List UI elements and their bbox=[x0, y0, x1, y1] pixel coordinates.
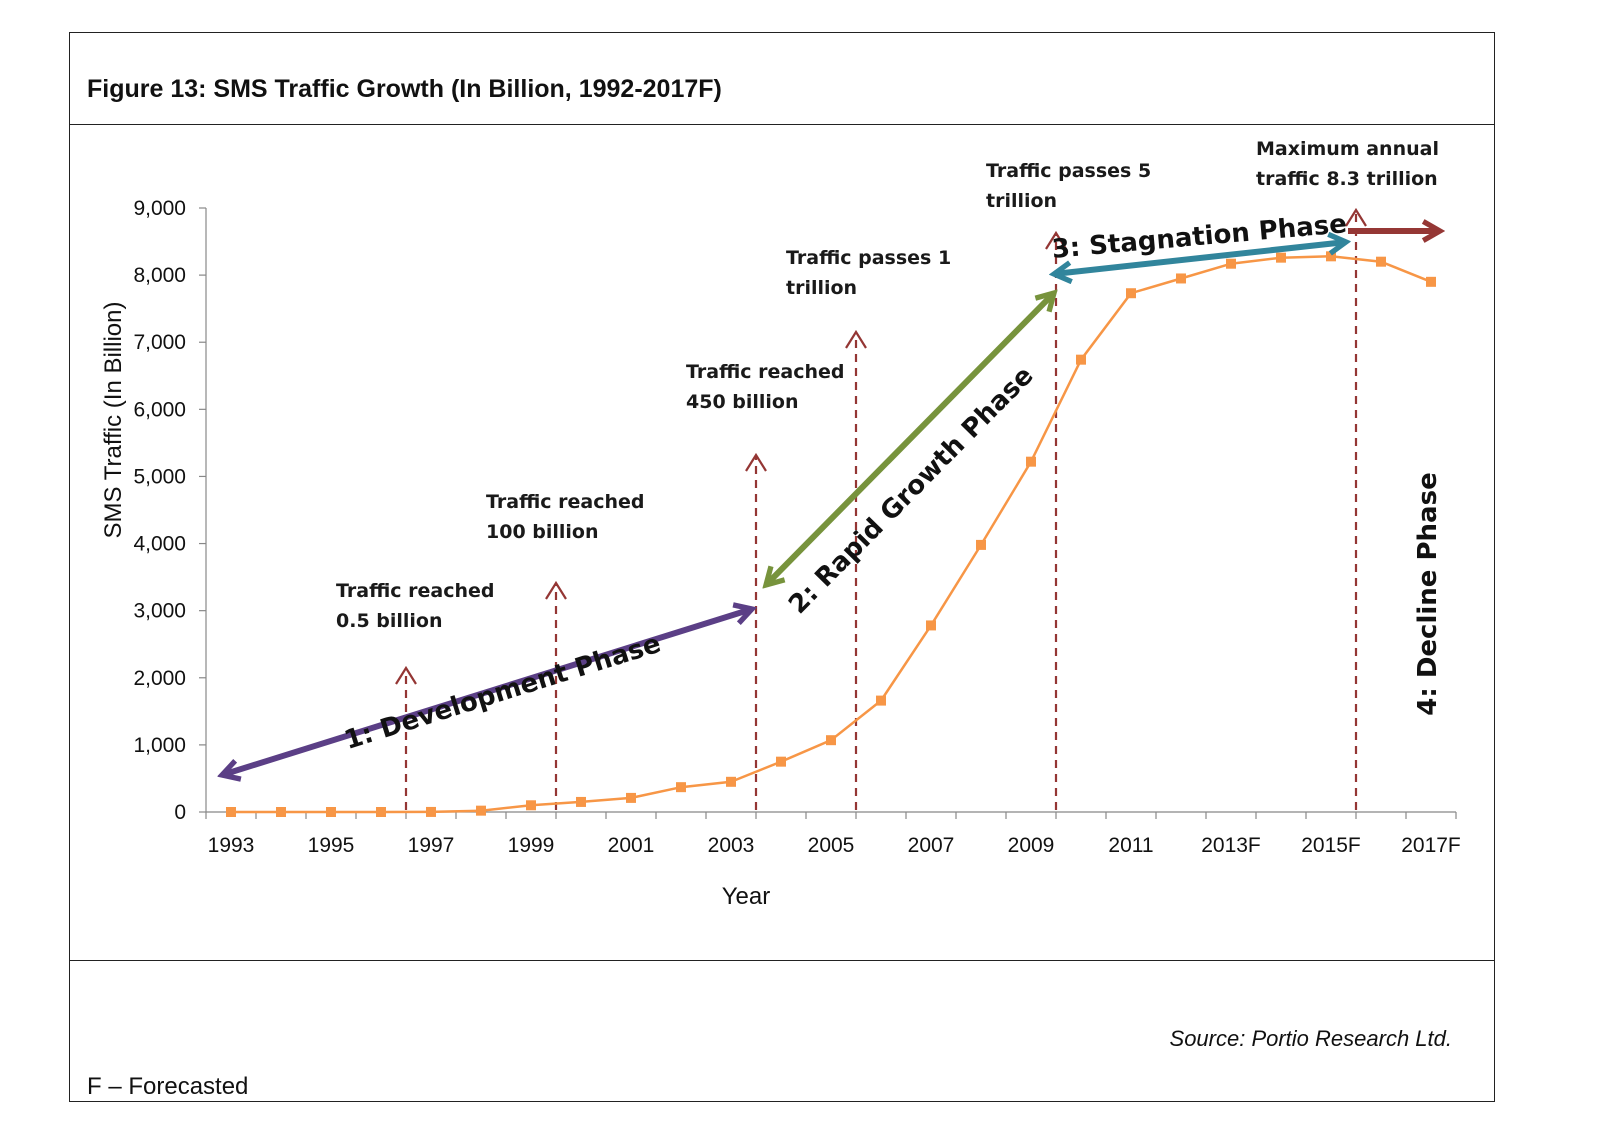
y-tick-label: 3,000 bbox=[133, 600, 186, 623]
data-point bbox=[426, 806, 436, 817]
decline-phase-label: 4: Decline Phase bbox=[1413, 472, 1443, 715]
x-tick-label: 2009 bbox=[1008, 834, 1055, 857]
data-point bbox=[1126, 288, 1136, 299]
data-point bbox=[1026, 456, 1036, 467]
x-tick-label: 2001 bbox=[608, 834, 655, 857]
x-tick-label: 1995 bbox=[308, 834, 355, 857]
y-tick-label: 8,000 bbox=[133, 264, 186, 287]
data-point bbox=[626, 792, 636, 803]
x-axis-title: Year bbox=[722, 883, 771, 910]
data-point bbox=[776, 756, 786, 767]
milestone-label: Traffic passes 1 bbox=[786, 247, 951, 269]
development-phase-arrow bbox=[222, 609, 752, 775]
milestone-label: 450 billion bbox=[686, 391, 799, 413]
milestone-label: 100 billion bbox=[486, 521, 599, 543]
data-point bbox=[476, 805, 486, 816]
data-point bbox=[276, 807, 286, 817]
x-tick-label: 1997 bbox=[408, 834, 455, 857]
data-point bbox=[1426, 276, 1436, 287]
y-tick-label: 6,000 bbox=[133, 398, 186, 421]
y-tick-label: 2,000 bbox=[133, 667, 186, 690]
data-point bbox=[1176, 273, 1186, 284]
title-divider bbox=[70, 124, 1494, 125]
milestone-label: 0.5 billion bbox=[336, 610, 443, 632]
milestone-label: Traffic reached bbox=[486, 491, 645, 513]
x-tick-label: 2013F bbox=[1201, 834, 1261, 857]
y-tick-label: 7,000 bbox=[133, 331, 186, 354]
milestone-arrowhead bbox=[1345, 207, 1367, 227]
data-point bbox=[826, 735, 836, 746]
milestone-label: Traffic reached bbox=[686, 361, 845, 383]
data-point bbox=[676, 782, 686, 793]
x-tick-label: 2011 bbox=[1108, 834, 1153, 857]
rapid-growth-phase-label: 2: Rapid Growth Phase bbox=[783, 361, 1039, 620]
data-point bbox=[526, 800, 536, 811]
y-axis-title: SMS Traffic (In Billion) bbox=[100, 302, 127, 539]
data-point bbox=[326, 807, 336, 817]
footnote: F – Forecasted bbox=[87, 1073, 249, 1100]
data-point bbox=[226, 807, 236, 817]
data-point bbox=[976, 539, 986, 550]
milestone-label: traffic 8.3 trillion bbox=[1256, 168, 1438, 190]
x-tick-label: 2005 bbox=[808, 834, 855, 857]
data-point bbox=[1076, 354, 1086, 365]
data-point bbox=[376, 807, 386, 817]
data-point bbox=[1326, 251, 1336, 262]
x-tick-label: 2017F bbox=[1401, 834, 1461, 857]
data-point bbox=[576, 796, 586, 807]
y-tick-label: 1,000 bbox=[133, 734, 186, 757]
x-tick-label: 1993 bbox=[208, 834, 255, 857]
data-point bbox=[926, 620, 936, 631]
y-tick-label: 9,000 bbox=[133, 197, 186, 220]
development-phase-label: 1: Development Phase bbox=[341, 629, 665, 756]
figure-frame: Figure 13: SMS Traffic Growth (In Billio… bbox=[69, 32, 1495, 1102]
x-tick-label: 2007 bbox=[908, 834, 955, 857]
milestone-label: trillion bbox=[786, 277, 857, 299]
data-point bbox=[1226, 258, 1236, 269]
milestone-label: Traffic reached bbox=[336, 580, 495, 602]
data-point bbox=[726, 776, 736, 787]
y-tick-label: 0 bbox=[174, 801, 186, 824]
milestone-label: trillion bbox=[986, 190, 1057, 212]
stagnation-phase-arrow bbox=[1054, 242, 1346, 274]
milestone-arrowhead bbox=[545, 580, 567, 600]
y-ticks: 0 1,000 2,000 3,000 4,000 5,000 6,000 7,000 8,00… bbox=[133, 197, 206, 824]
x-tick-label: 2003 bbox=[708, 834, 755, 857]
source-note: Source: Portio Research Ltd. bbox=[1169, 1026, 1452, 1051]
chart-divider bbox=[70, 960, 1494, 961]
x-tick-label: 2015F bbox=[1301, 834, 1361, 857]
rapid-growth-phase-arrow bbox=[766, 293, 1054, 585]
x-ticks: 1993 1995 1997 1999 2001 2003 2005 2007 2009 2011… bbox=[205, 812, 1461, 857]
y-tick-label: 4,000 bbox=[133, 533, 186, 556]
x-tick-label: 1999 bbox=[508, 834, 555, 857]
milestone-label: Maximum annual bbox=[1256, 138, 1439, 160]
data-point bbox=[1376, 256, 1386, 267]
y-tick-label: 5,000 bbox=[133, 465, 186, 488]
milestone-label: Traffic passes 5 bbox=[986, 160, 1151, 182]
figure-title: Figure 13: SMS Traffic Growth (In Billio… bbox=[87, 75, 722, 103]
data-point bbox=[1276, 252, 1286, 263]
data-point bbox=[876, 695, 886, 706]
